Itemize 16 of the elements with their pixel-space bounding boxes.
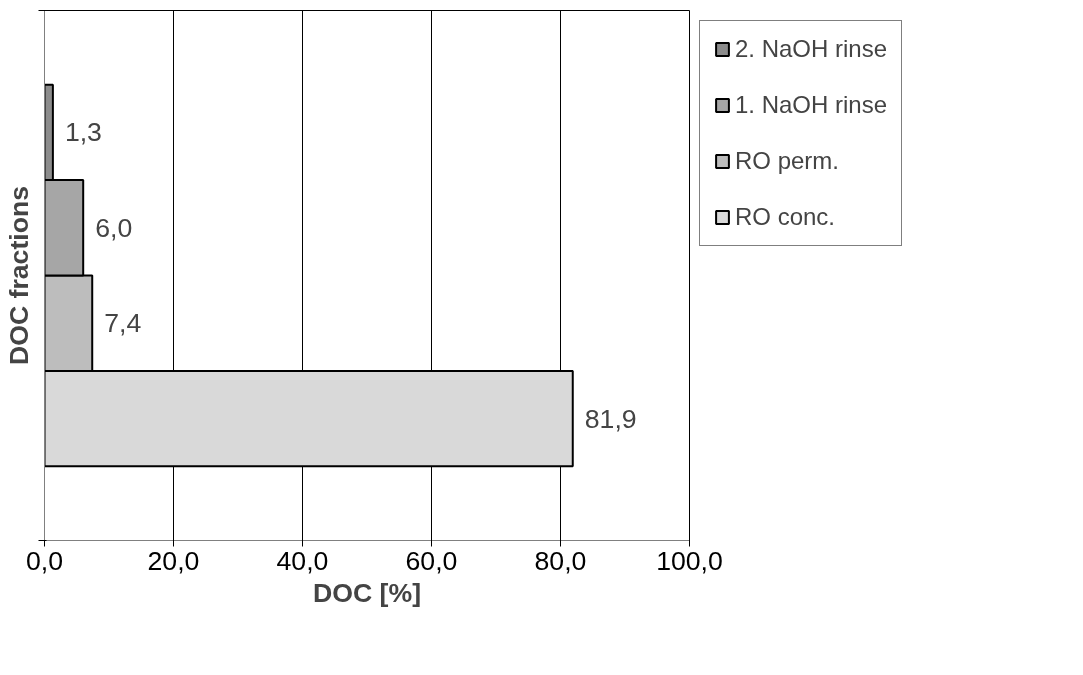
data-label: 81,9 (584, 403, 637, 434)
legend-label: 1. NaOH rinse (735, 91, 888, 119)
data-label: 7,4 (104, 308, 142, 339)
x-tick-label: 0,0 (25, 545, 64, 576)
data-label: 1,3 (64, 117, 102, 148)
x-tick-label: 40,0 (276, 545, 329, 576)
legend-label: RO conc. (735, 203, 836, 231)
x-tick-label: 60,0 (405, 545, 458, 576)
x-axis-title: DOC [%] (312, 577, 422, 608)
x-tick-label: 100,0 (656, 545, 723, 576)
x-tick-label: 80,0 (534, 545, 587, 576)
data-label: 6,0 (95, 212, 133, 243)
legend-label: 2. NaOH rinse (735, 35, 888, 63)
x-tick-label: 20,0 (147, 545, 200, 576)
legend-label: RO perm. (735, 147, 840, 175)
y-axis-title: DOC fractions (3, 185, 34, 366)
